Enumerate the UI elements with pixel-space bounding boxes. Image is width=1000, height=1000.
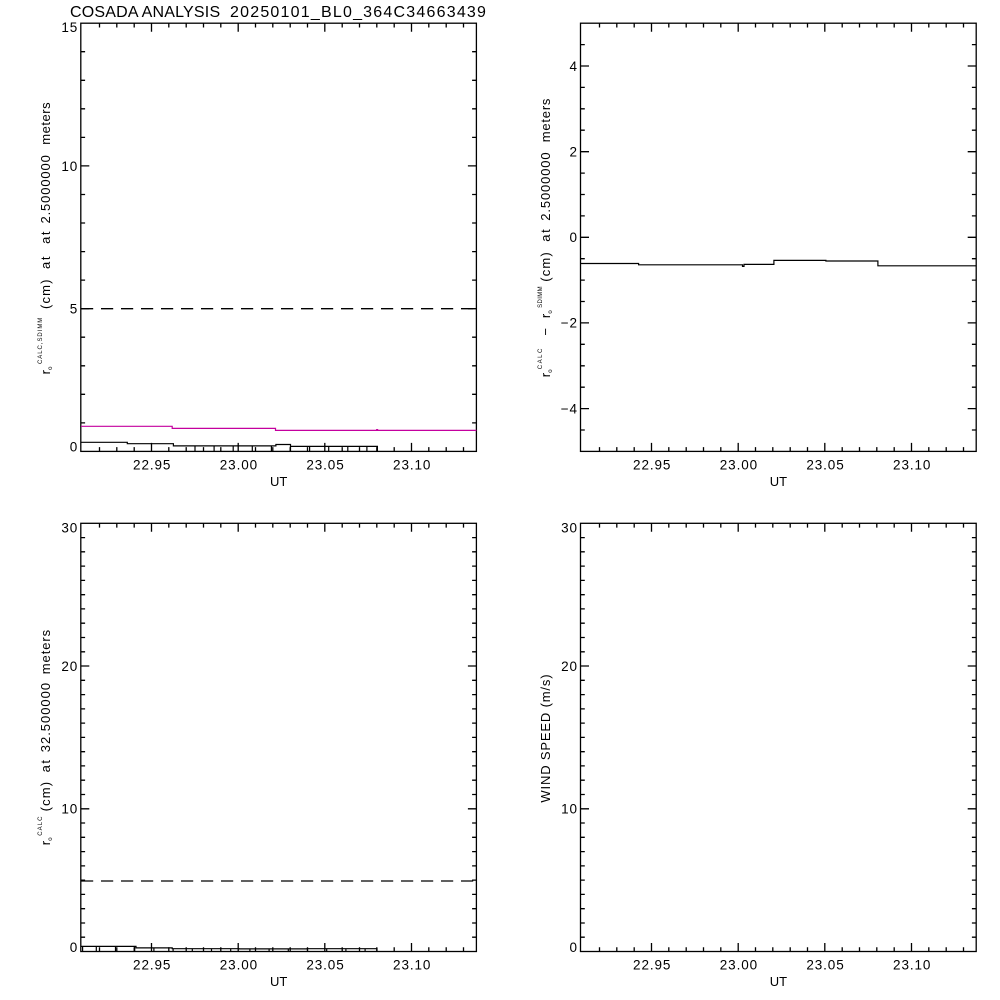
svg-text:2: 2	[569, 144, 577, 159]
svg-text:10: 10	[61, 159, 78, 174]
svg-text:22.95: 22.95	[133, 458, 171, 473]
svg-text:30: 30	[561, 521, 578, 536]
svg-text:10: 10	[61, 802, 78, 817]
svg-text:23.10: 23.10	[393, 958, 431, 973]
svg-text:22.95: 22.95	[633, 458, 671, 473]
svg-text:23.00: 23.00	[220, 458, 258, 473]
svg-text:23.10: 23.10	[893, 958, 931, 973]
svg-text:23.05: 23.05	[806, 958, 844, 973]
svg-text:20: 20	[561, 659, 578, 674]
svg-text:10: 10	[561, 802, 578, 817]
svg-text:23.05: 23.05	[306, 458, 344, 473]
svg-text:0: 0	[569, 230, 577, 245]
svg-text:23.10: 23.10	[893, 458, 931, 473]
svg-text:−2: −2	[561, 316, 578, 331]
svg-text:23.05: 23.05	[806, 458, 844, 473]
svg-text:23.00: 23.00	[720, 458, 758, 473]
svg-text:roCALC,SDIMM(cm)atat2.5000000m: roCALC,SDIMM(cm)atat2.5000000meters	[38, 102, 54, 375]
svg-text:22.95: 22.95	[133, 958, 171, 973]
svg-text:23.00: 23.00	[720, 958, 758, 973]
svg-text:5: 5	[70, 301, 78, 316]
svg-text:20: 20	[61, 659, 78, 674]
svg-text:UT: UT	[270, 974, 287, 989]
svg-text:22.95: 22.95	[633, 958, 671, 973]
svg-text:UT: UT	[770, 474, 787, 489]
svg-text:UT: UT	[270, 474, 287, 489]
svg-text:0: 0	[569, 940, 577, 955]
svg-text:−4: −4	[561, 401, 578, 416]
svg-text:23.10: 23.10	[393, 458, 431, 473]
svg-text:0: 0	[70, 440, 78, 455]
svg-text:roCALC−roSDIMM(cm)at2.5000000m: roCALC−roSDIMM(cm)at2.5000000meters	[538, 98, 554, 377]
svg-text:4: 4	[569, 59, 577, 74]
svg-text:23.05: 23.05	[306, 958, 344, 973]
svg-text:0: 0	[70, 940, 78, 955]
svg-text:roCALC(cm)at32.500000meters: roCALC(cm)at32.500000meters	[38, 629, 54, 845]
svg-text:23.00: 23.00	[220, 958, 258, 973]
svg-text:UT: UT	[770, 974, 787, 989]
svg-text:15: 15	[61, 20, 78, 35]
svg-text:30: 30	[61, 521, 78, 536]
svg-text:WIND SPEED (m/s): WIND SPEED (m/s)	[538, 674, 553, 803]
